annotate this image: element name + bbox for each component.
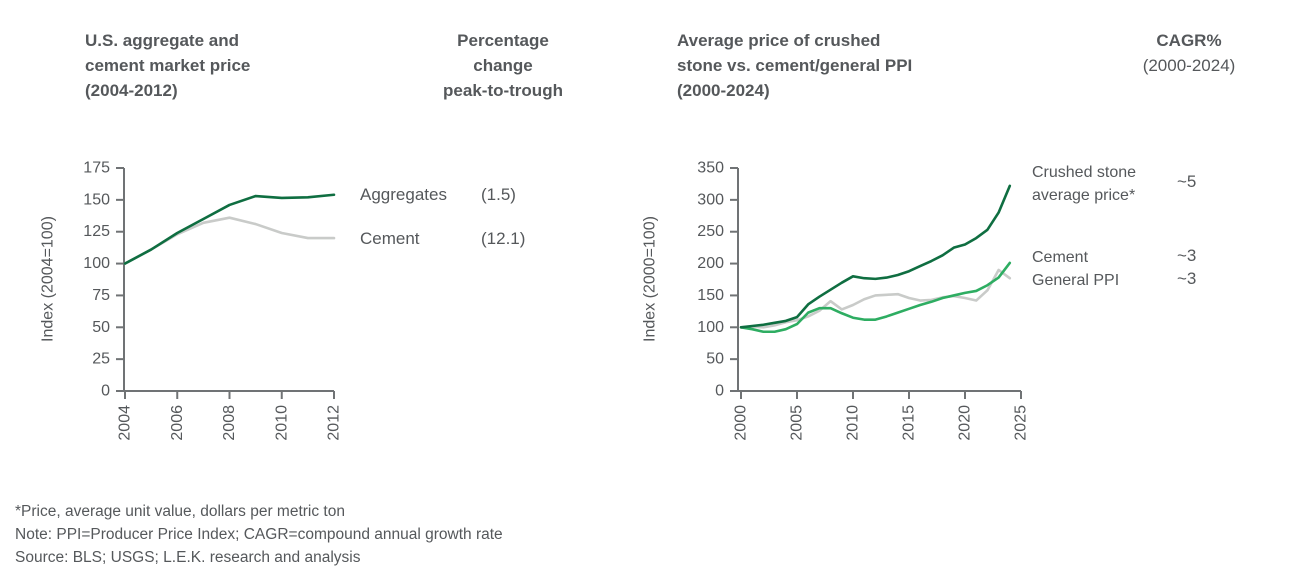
svg-text:200: 200: [697, 255, 724, 272]
legend-cement-label: Cement: [1032, 246, 1088, 269]
svg-text:350: 350: [697, 160, 724, 177]
right-chart-title-line: (2000-2024): [677, 81, 770, 100]
legend-crushed-stone-line1: Crushed stone: [1032, 164, 1137, 181]
svg-text:25: 25: [92, 351, 110, 368]
cagr-value-crushed-stone: ~5: [1177, 172, 1197, 191]
svg-text:2025: 2025: [1013, 405, 1030, 441]
right-chart-title-line: stone vs. cement/general PPI: [677, 56, 913, 75]
svg-text:50: 50: [92, 319, 110, 336]
svg-text:Index (2004=100): Index (2004=100): [40, 216, 57, 342]
cagr-value-cement: ~3: [1177, 246, 1197, 265]
svg-text:2010: 2010: [845, 405, 862, 441]
svg-text:2015: 2015: [901, 405, 918, 441]
svg-text:50: 50: [706, 351, 724, 368]
annotation-aggregates-value: (1.5): [481, 185, 516, 204]
svg-text:150: 150: [83, 191, 110, 208]
legend-cement-line1: Cement: [1032, 249, 1089, 266]
svg-text:2010: 2010: [273, 405, 290, 441]
svg-text:2008: 2008: [221, 405, 238, 441]
svg-text:250: 250: [697, 223, 724, 240]
cagr-value-general-ppi: ~3: [1177, 269, 1197, 288]
left-chart-title-line: cement market price: [85, 56, 251, 75]
legend-general-ppi-line1: General PPI: [1032, 272, 1120, 289]
svg-text:0: 0: [715, 383, 724, 400]
cagr-header-title: CAGR%: [1156, 31, 1222, 50]
left-chart-title: U.S. aggregate and cement market price (…: [85, 28, 250, 103]
svg-text:300: 300: [697, 191, 724, 208]
footnote-price-definition: *Price, average unit value, dollars per …: [15, 503, 345, 520]
right-chart-title-line: Average price of crushed: [677, 31, 881, 50]
right-line-chart: 0 50 100 150 200 250 300 350 2000 2005 2010 2015 202…: [642, 160, 1030, 441]
left-line-chart: 0 25 50 75 100 125 150 175 2004 2006 2008 2010 2012 I…: [40, 160, 343, 441]
svg-text:0: 0: [101, 383, 110, 400]
svg-text:175: 175: [83, 160, 110, 177]
footnote-note: Note: PPI=Producer Price Index; CAGR=com…: [15, 526, 503, 543]
peak-to-trough-title: Percentage change peak-to-trough: [373, 28, 633, 103]
legend-crushed-stone-line2: average price*: [1032, 187, 1136, 204]
legend-general-ppi-label: General PPI: [1032, 269, 1119, 292]
left-chart-title-line: (2004-2012): [85, 81, 178, 100]
right-chart-title: Average price of crushed stone vs. cemen…: [677, 28, 912, 103]
svg-text:125: 125: [83, 223, 110, 240]
svg-text:75: 75: [92, 287, 110, 304]
svg-text:Index (2000=100): Index (2000=100): [642, 216, 659, 342]
svg-text:100: 100: [83, 255, 110, 272]
peak-to-trough-title-line: peak-to-trough: [443, 81, 563, 100]
svg-text:2006: 2006: [169, 405, 186, 441]
annotation-cement-value: (12.1): [481, 229, 526, 248]
svg-text:2000: 2000: [733, 405, 750, 441]
svg-text:2004: 2004: [117, 405, 134, 441]
footnote-source: Source: BLS; USGS; L.E.K. research and a…: [15, 549, 361, 566]
svg-text:100: 100: [697, 319, 724, 336]
cagr-column-header: CAGR% (2000-2024): [1109, 28, 1269, 78]
svg-text:2005: 2005: [789, 405, 806, 441]
cagr-header-subtitle: (2000-2024): [1142, 56, 1236, 75]
left-chart-title-line: U.S. aggregate and: [85, 31, 239, 50]
annotation-aggregates-label: Aggregates: [360, 185, 447, 204]
legend-crushed-stone-label: Crushed stone average price*: [1032, 161, 1136, 207]
footnotes-block: *Price, average unit value, dollars per …: [15, 500, 503, 569]
peak-to-trough-title-line: change: [473, 56, 533, 75]
svg-text:150: 150: [697, 287, 724, 304]
svg-text:2012: 2012: [326, 405, 343, 441]
annotation-cement-label: Cement: [360, 229, 420, 248]
peak-to-trough-title-line: Percentage: [457, 31, 549, 50]
svg-text:2020: 2020: [957, 405, 974, 441]
